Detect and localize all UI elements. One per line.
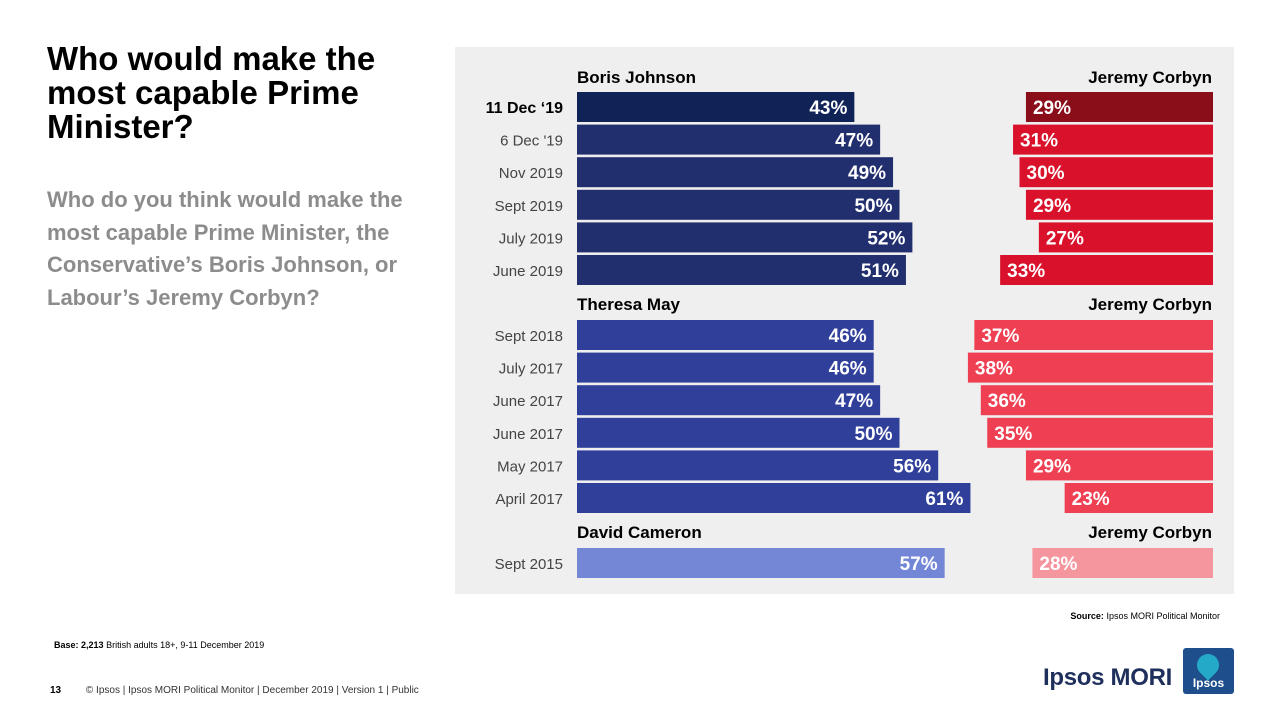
left-bar-value: 56% (893, 456, 931, 477)
left-bar-value: 47% (835, 391, 873, 412)
row-date-label: June 2017 (493, 393, 563, 410)
page-title: Who would make the most capable Prime Mi… (47, 40, 376, 145)
group-left-label: Boris Johnson (577, 68, 696, 87)
page-number: 13 (50, 685, 62, 696)
left-bar (577, 92, 855, 122)
left-bar (577, 385, 881, 416)
diverging-bar-chart: Boris Johnson Jeremy Corbyn 11 Dec ‘19 43% 2… (486, 68, 1213, 578)
base-note: Base: 2,213 British adults 18+, 9-11 Dec… (54, 640, 264, 650)
left-bar (577, 255, 906, 285)
row-date-label: Sept 2019 (495, 198, 563, 215)
right-bar-value: 36% (988, 391, 1026, 412)
ipsos-logo-icon: Ipsos (1183, 648, 1234, 694)
group-right-label: Jeremy Corbyn (1088, 523, 1212, 542)
left-bar-value: 52% (867, 228, 905, 249)
right-bar-value: 31% (1020, 131, 1058, 152)
right-bar-value: 27% (1046, 228, 1084, 249)
right-bar-value: 35% (994, 424, 1032, 445)
right-bar-value: 23% (1072, 489, 1110, 510)
row-date-label: July 2017 (499, 361, 563, 378)
question-text: Who do you think would make the most cap… (47, 187, 403, 310)
right-bar (967, 352, 1213, 383)
base-text: British adults 18+, 9-11 December 2019 (106, 640, 265, 650)
row-date-label: July 2019 (499, 230, 563, 247)
right-bar (1013, 124, 1213, 155)
right-bar-value: 33% (1007, 261, 1045, 282)
left-bar (577, 157, 894, 188)
left-bar-value: 51% (861, 261, 899, 282)
left-bar (577, 450, 939, 481)
left-bar-value: 46% (829, 326, 867, 347)
right-bar (1032, 548, 1213, 578)
right-bar (1025, 92, 1213, 122)
right-bar-value: 29% (1033, 196, 1071, 217)
row-date-label: Sept 2015 (495, 556, 563, 573)
row-date-label: June 2019 (493, 263, 563, 280)
right-bar (980, 385, 1213, 416)
left-bar-value: 47% (835, 131, 873, 152)
left-bar-value: 50% (854, 196, 892, 217)
group-right-label: Jeremy Corbyn (1088, 68, 1212, 87)
row-date-label: Nov 2019 (499, 165, 563, 182)
left-bar (577, 124, 881, 155)
source-text: Ipsos MORI Political Monitor (1106, 611, 1220, 621)
base-label: Base: (54, 640, 79, 650)
right-bar (1025, 189, 1213, 220)
source-note: Source: Ipsos MORI Political Monitor (1070, 611, 1220, 621)
left-bar-value: 61% (925, 489, 963, 510)
group-left-label: David Cameron (577, 523, 702, 542)
right-bar (1064, 483, 1213, 513)
source-label: Source: (1070, 611, 1104, 621)
base-number: 2,213 (81, 640, 104, 650)
left-bar-value: 57% (900, 554, 938, 575)
left-bar-value: 49% (848, 163, 886, 184)
brand-name: Ipsos MORI (1043, 664, 1173, 691)
right-bar-value: 28% (1039, 554, 1077, 575)
row-date-label: May 2017 (497, 458, 563, 475)
row-date-label: Sept 2018 (495, 328, 563, 345)
right-bar (1038, 222, 1213, 253)
left-bar (577, 483, 971, 513)
right-bar (974, 320, 1213, 350)
right-bar-value: 30% (1027, 163, 1065, 184)
right-bar (1019, 157, 1213, 188)
footer-text: © Ipsos | Ipsos MORI Political Monitor |… (85, 685, 419, 696)
left-bar-value: 43% (809, 98, 847, 119)
row-date-label: 6 Dec '19 (500, 133, 563, 150)
left-bar (577, 320, 874, 350)
right-bar (1000, 255, 1213, 285)
right-bar (987, 417, 1213, 448)
left-bar (577, 222, 913, 253)
chart-panel: Boris Johnson Jeremy Corbyn 11 Dec ‘19 43% 2… (455, 47, 1234, 594)
right-bar (1025, 450, 1213, 481)
row-date-label: June 2017 (493, 426, 563, 443)
group-left-label: Theresa May (577, 295, 681, 314)
logo-text: Ipsos (1192, 676, 1225, 690)
left-bar (577, 548, 945, 578)
right-bar-value: 38% (975, 359, 1013, 380)
group-right-label: Jeremy Corbyn (1088, 295, 1212, 314)
left-bar (577, 352, 874, 383)
right-bar-value: 29% (1033, 98, 1071, 119)
row-date-label: April 2017 (495, 491, 563, 508)
left-bar-value: 50% (854, 424, 892, 445)
right-bar-value: 37% (981, 326, 1019, 347)
footer: 13 © Ipsos | Ipsos MORI Political Monito… (50, 685, 419, 696)
left-bar (577, 189, 900, 220)
left-bar-value: 46% (829, 359, 867, 380)
left-bar (577, 417, 900, 448)
right-bar-value: 29% (1033, 456, 1071, 477)
row-date-label: 11 Dec ‘19 (486, 100, 564, 117)
